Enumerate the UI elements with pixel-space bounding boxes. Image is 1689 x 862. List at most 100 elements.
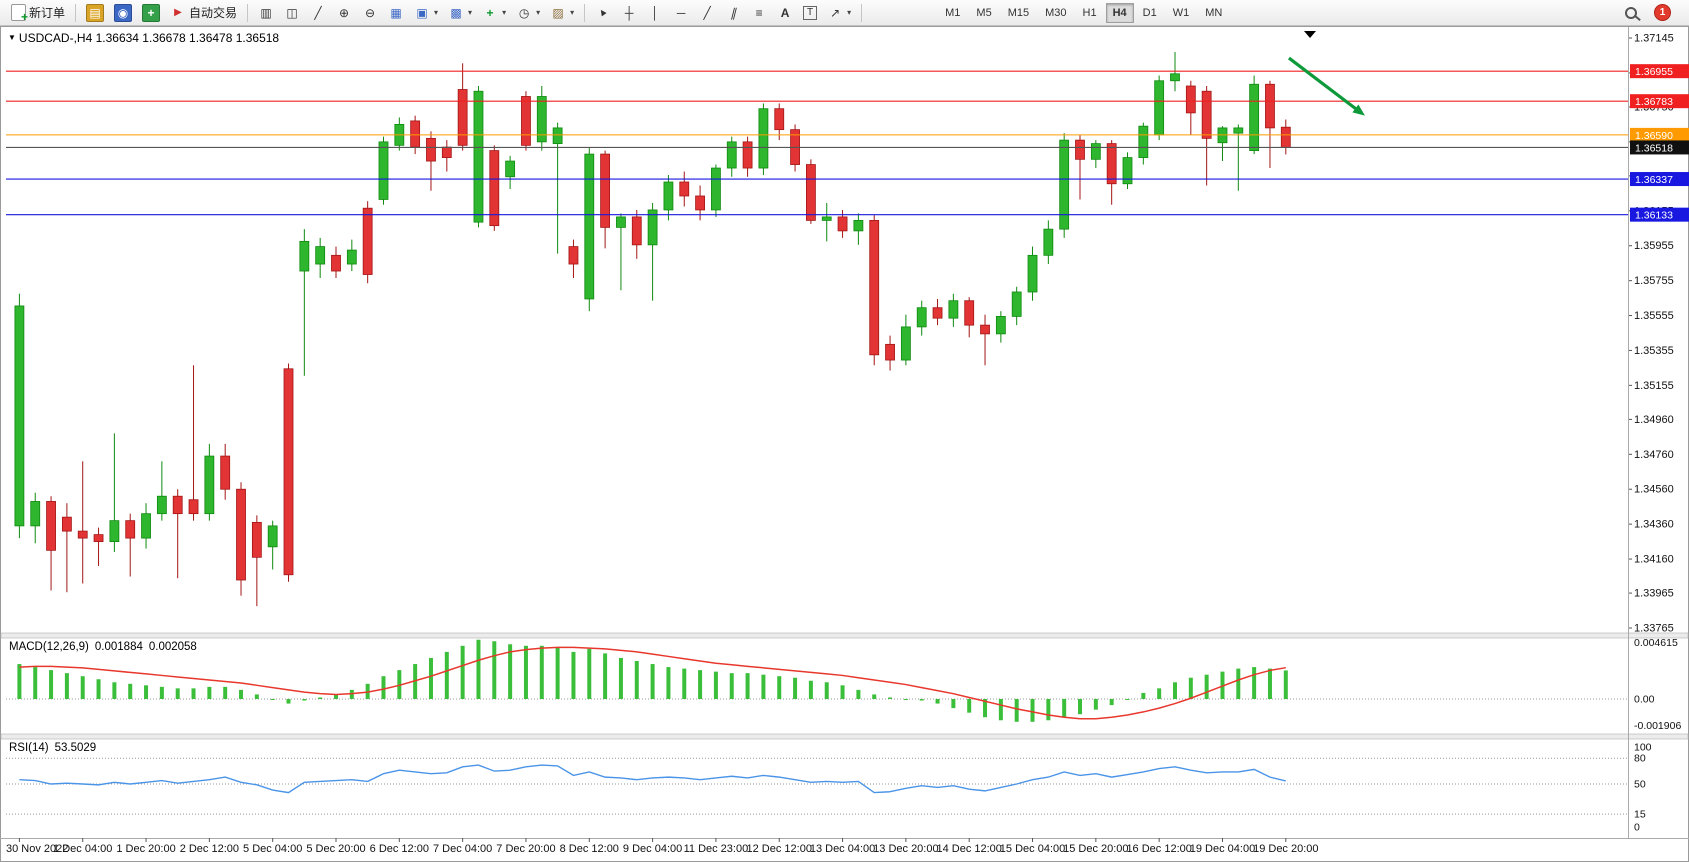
profiles-button[interactable]: ▤ (81, 2, 109, 24)
text-button[interactable]: A (772, 2, 798, 24)
svg-text:7 Dec 20:00: 7 Dec 20:00 (496, 843, 555, 855)
trendline-button[interactable]: ╱ (694, 2, 720, 24)
symbol-ohlc-text: USDCAD-,H4 1.36634 1.36678 1.36478 1.365… (18, 31, 280, 45)
panel-separator[interactable] (0, 733, 1689, 740)
vertical-line-icon: │ (651, 5, 659, 20)
text-label-button[interactable]: T (798, 2, 822, 24)
svg-text:15 Dec 20:00: 15 Dec 20:00 (1063, 843, 1128, 855)
cascade-windows-button[interactable]: ▩ ▾ (443, 2, 477, 24)
timeframe-M15[interactable]: M15 (1001, 3, 1036, 23)
candlestick-button[interactable]: ◫ (279, 2, 305, 24)
trendline-icon: ╱ (703, 5, 711, 20)
templates-button[interactable]: ▨ ▾ (545, 2, 579, 24)
navigator-button[interactable]: + (137, 2, 165, 24)
svg-text:1.35155: 1.35155 (1634, 380, 1674, 392)
profiles-icon: ▤ (86, 3, 105, 22)
svg-text:1.36337: 1.36337 (1635, 174, 1673, 186)
timeframe-H4[interactable]: H4 (1105, 2, 1134, 23)
svg-text:15: 15 (1634, 809, 1646, 821)
timeframe-W1[interactable]: W1 (1166, 3, 1197, 23)
svg-text:1.35555: 1.35555 (1634, 310, 1674, 322)
dropdown-arrow-icon[interactable]: ▾ (434, 8, 439, 17)
svg-text:14 Dec 12:00: 14 Dec 12:00 (936, 843, 1001, 855)
dropdown-arrow-icon[interactable]: ▾ (847, 8, 852, 17)
auto-trading-label: 自动交易 (189, 6, 238, 20)
timeframe-M30[interactable]: M30 (1038, 3, 1073, 23)
svg-text:80: 80 (1634, 753, 1646, 765)
toolbar-right-group: 1 (1620, 2, 1683, 24)
svg-text:13 Dec 20:00: 13 Dec 20:00 (873, 843, 938, 855)
zoom-out-button[interactable]: ⊖ (357, 2, 383, 24)
price-tag-1.36518[interactable]: 1.36518 (1630, 140, 1689, 155)
price-tag-1.36955[interactable]: 1.36955 (1630, 64, 1689, 79)
dropdown-arrow-icon[interactable]: ▾ (502, 8, 507, 17)
fibonacci-button[interactable]: ≡ (746, 2, 772, 24)
macd-main-value: 0.001884 (94, 641, 143, 653)
dropdown-arrow-icon[interactable]: ▾ (570, 8, 575, 17)
channel-button[interactable]: ∥ (720, 2, 746, 24)
svg-text:1.34160: 1.34160 (1634, 554, 1674, 566)
timeframe-D1[interactable]: D1 (1136, 3, 1164, 23)
svg-text:1.35755: 1.35755 (1634, 275, 1674, 287)
timeframe-M5[interactable]: M5 (969, 3, 998, 23)
svg-text:50: 50 (1634, 779, 1646, 791)
horizontal-line-icon: ─ (676, 5, 686, 20)
tile-windows-button[interactable]: ▦ (383, 2, 409, 24)
quick-icons-group: ▤ ◉ + (81, 2, 165, 24)
zoom-out-icon: ⊖ (365, 5, 376, 20)
price-tag-1.36337[interactable]: 1.36337 (1630, 172, 1689, 187)
new-order-button[interactable]: 新订单 (6, 2, 70, 24)
chart-controls-group: ▥ ◫ ╱ ⊕ ⊖ ▦ ▣ ▾ ▩ ▾ + ▾ ◷ ▾ ▨ ▾ (253, 2, 579, 24)
dropdown-arrow-icon[interactable]: ▾ (468, 8, 473, 17)
arrange-windows-button[interactable]: ▣ ▾ (409, 2, 443, 24)
svg-text:1.35355: 1.35355 (1634, 345, 1674, 357)
svg-text:1.37145: 1.37145 (1634, 33, 1674, 45)
trend-arrow[interactable] (1287, 56, 1365, 116)
svg-text:-0.001906: -0.001906 (1634, 720, 1681, 732)
svg-text:0.004615: 0.004615 (1634, 637, 1678, 649)
drawing-tools-group: ▲ ┼ │ ─ ╱ ∥ ≡ A T ↗ ▾ (590, 2, 856, 24)
svg-text:100: 100 (1634, 742, 1652, 754)
new-order-icon (11, 4, 28, 24)
bar-chart-button[interactable]: ▥ (253, 2, 279, 24)
dropdown-arrow-icon[interactable]: ▾ (536, 8, 541, 17)
zoom-in-icon: ⊕ (339, 5, 350, 20)
indicators-button[interactable]: + ▾ (477, 2, 511, 24)
horizontal-line-button[interactable]: ─ (668, 2, 694, 24)
arrows-button[interactable]: ↗ ▾ (822, 2, 856, 24)
svg-text:11 Dec 23:00: 11 Dec 23:00 (684, 843, 749, 855)
cursor-button[interactable]: ▲ (590, 2, 616, 24)
price-tag-1.36590[interactable]: 1.36590 (1630, 127, 1689, 142)
price-tag-1.36783[interactable]: 1.36783 (1630, 94, 1689, 109)
periods-button[interactable]: ◷ ▾ (511, 2, 545, 24)
panel-separator[interactable] (0, 632, 1689, 639)
line-chart-button[interactable]: ╱ (305, 2, 331, 24)
line-chart-icon: ╱ (314, 5, 322, 20)
svg-text:1.33765: 1.33765 (1634, 623, 1674, 635)
rsi-line (19, 764, 1286, 794)
svg-text:19 Dec 04:00: 19 Dec 04:00 (1190, 843, 1255, 855)
templates-icon: ▨ (552, 5, 564, 20)
auto-trading-button[interactable]: ▶ 自动交易 (165, 2, 242, 24)
search-button[interactable] (1620, 2, 1642, 24)
timeframe-H1[interactable]: H1 (1076, 3, 1104, 23)
zoom-in-button[interactable]: ⊕ (331, 2, 357, 24)
chart-symbol-title: ▼ USDCAD-,H4 1.36634 1.36678 1.36478 1.36… (8, 31, 279, 45)
timeframe-switcher: M1 M5 M15 M30 H1 H4 D1 W1 MN (937, 2, 1230, 23)
svg-text:5 Dec 20:00: 5 Dec 20:00 (306, 843, 365, 855)
crosshair-button[interactable]: ┼ (616, 2, 642, 24)
timeframe-M1[interactable]: M1 (938, 3, 967, 23)
vertical-line-button[interactable]: │ (642, 2, 668, 24)
symbol-dropdown-icon[interactable]: ▼ (8, 33, 16, 42)
price-tag-1.36133[interactable]: 1.36133 (1630, 207, 1689, 222)
macd-pane: 0.004615 0.00 -0.001906 (6, 637, 1681, 732)
svg-text:12 Dec 12:00: 12 Dec 12:00 (747, 843, 812, 855)
svg-text:5 Dec 04:00: 5 Dec 04:00 (243, 843, 302, 855)
market-watch-button[interactable]: ◉ (109, 2, 137, 24)
chart-shift-marker[interactable] (1304, 31, 1316, 38)
notification-badge[interactable]: 1 (1654, 4, 1671, 21)
timeframe-MN[interactable]: MN (1198, 3, 1229, 23)
